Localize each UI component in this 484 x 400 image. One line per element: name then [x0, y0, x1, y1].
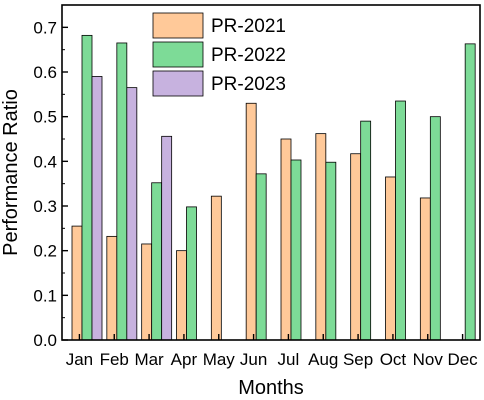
legend-label-pr-2023: PR-2023	[211, 74, 286, 95]
x-tick-label-jun: Jun	[240, 350, 267, 369]
bar-pr-2021-jun	[245, 102, 257, 341]
bar-pr-2023-mar	[161, 135, 173, 341]
bar-pr-2021-apr	[176, 250, 187, 341]
y-tick-label: 0.7	[33, 18, 57, 37]
x-tick-label-jan: Jan	[66, 350, 93, 369]
bar-pr-2023-feb	[126, 87, 138, 341]
x-tick-label-aug: Aug	[308, 350, 338, 369]
bars-group	[71, 34, 476, 341]
bar-pr-2021-nov	[419, 197, 431, 341]
x-tick-label-sep: Sep	[343, 350, 373, 369]
x-tick-label-dec: Dec	[447, 350, 478, 369]
y-tick-label: 0.2	[33, 242, 57, 261]
bar-pr-2021-feb	[106, 235, 118, 341]
bar-pr-2022-jul	[290, 159, 302, 341]
y-axis-title: Performance Ratio	[0, 89, 22, 256]
bar-pr-2021-jul	[280, 138, 292, 341]
bar-pr-2022-jan	[81, 34, 93, 341]
bar-pr-2023-jan	[91, 76, 103, 341]
y-tick-label: 0.6	[33, 63, 57, 82]
y-tick-label: 0.0	[33, 331, 57, 350]
x-tick-label-may: May	[203, 350, 236, 369]
x-tick-label-apr: Apr	[171, 350, 198, 369]
legend-label-pr-2022: PR-2022	[211, 45, 286, 66]
x-tick-label-mar: Mar	[134, 350, 164, 369]
bar-pr-2022-dec	[464, 43, 476, 341]
x-tick-label-nov: Nov	[413, 350, 444, 369]
bar-pr-2022-nov	[429, 116, 441, 341]
x-tick-label-jul: Jul	[278, 350, 300, 369]
bar-pr-2022-mar	[151, 182, 163, 341]
legend-swatch-pr-2021	[152, 12, 204, 39]
bar-pr-2021-jan	[71, 225, 83, 341]
legend-swatch-pr-2022	[152, 41, 204, 68]
y-tick-label: 0.1	[33, 286, 57, 305]
bar-pr-2022-jun	[255, 173, 267, 341]
bar-pr-2021-oct	[385, 176, 396, 341]
legend-label-pr-2021: PR-2021	[211, 16, 286, 37]
legend-swatch-pr-2023	[152, 70, 204, 97]
bar-pr-2022-aug	[325, 161, 337, 341]
x-axis-title: Months	[238, 377, 304, 399]
bar-pr-2021-aug	[315, 133, 327, 341]
bar-pr-2021-sep	[350, 153, 362, 341]
y-tick-label: 0.4	[33, 152, 57, 171]
bar-pr-2021-mar	[141, 243, 153, 341]
y-tick-label: 0.5	[33, 108, 57, 127]
x-tick-label-oct: Oct	[380, 350, 407, 369]
x-tick-label-feb: Feb	[100, 350, 129, 369]
plot-frame	[61, 4, 481, 341]
legend: PR-2021 PR-2022 PR-2023	[152, 12, 286, 97]
y-tick-label: 0.3	[33, 197, 57, 216]
bar-pr-2022-feb	[116, 42, 128, 341]
bar-pr-2021-may	[210, 195, 222, 341]
bar-pr-2022-sep	[360, 120, 372, 341]
bar-pr-2022-apr	[186, 206, 197, 341]
bar-pr-2022-oct	[395, 100, 406, 341]
